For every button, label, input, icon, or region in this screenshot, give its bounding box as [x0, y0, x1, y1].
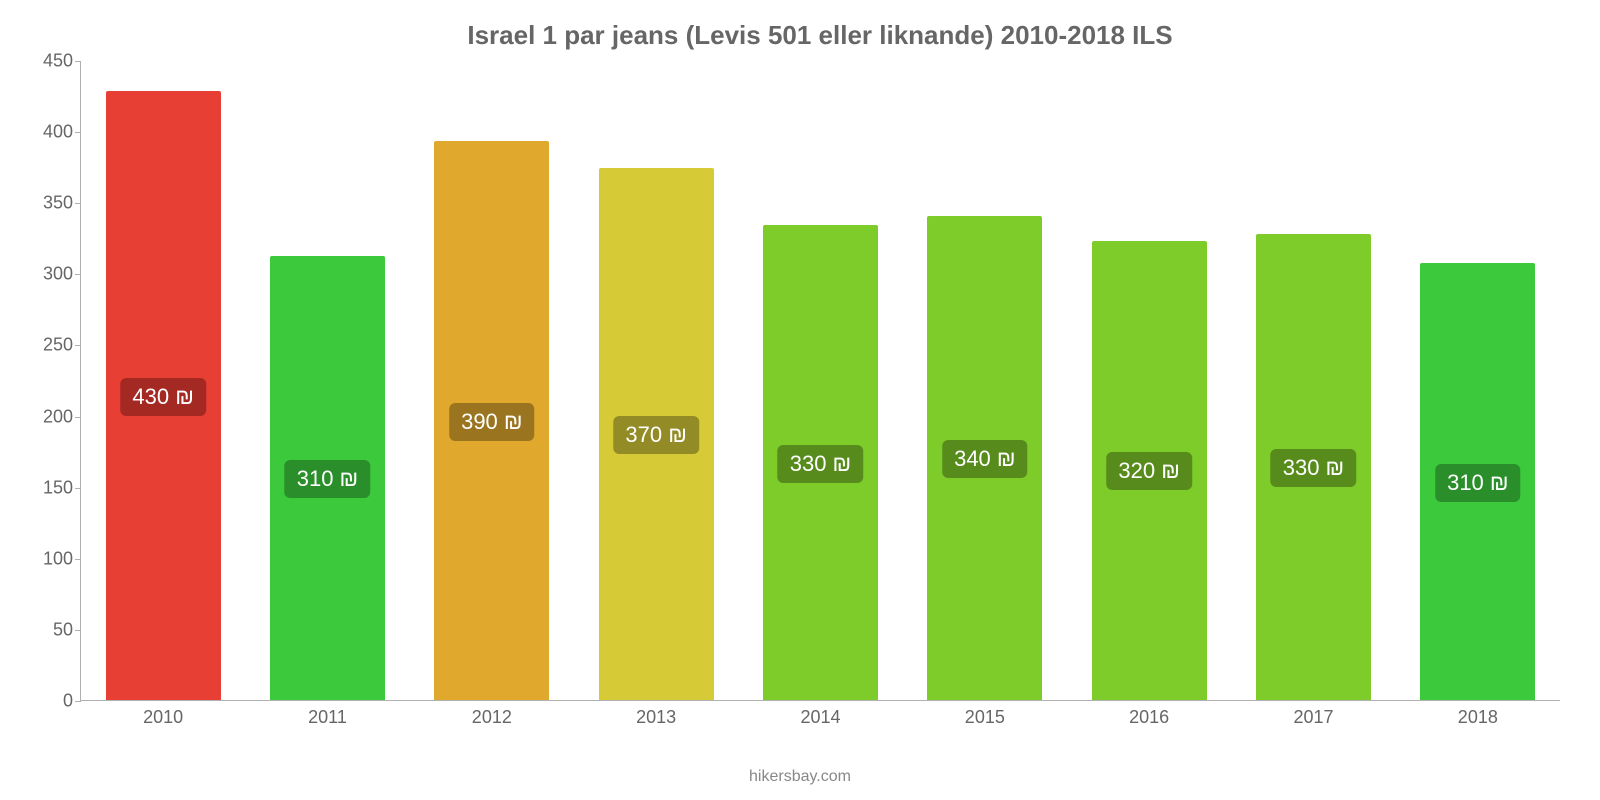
y-axis-tick-mark	[75, 630, 81, 631]
y-axis-tick-mark	[75, 274, 81, 275]
bar: 330 ₪	[1256, 234, 1371, 700]
y-axis-tick-mark	[75, 203, 81, 204]
y-axis-tick-mark	[75, 132, 81, 133]
bar: 370 ₪	[599, 168, 714, 700]
y-axis-tick-label: 150	[31, 477, 73, 498]
x-axis-tick-label: 2017	[1293, 707, 1333, 728]
x-axis-tick-label: 2012	[472, 707, 512, 728]
bar-value-label: 330 ₪	[778, 445, 864, 483]
bar-value-label: 330 ₪	[1271, 449, 1357, 487]
y-axis-tick-label: 300	[31, 264, 73, 285]
y-axis-tick-mark	[75, 559, 81, 560]
y-axis-tick-label: 400	[31, 122, 73, 143]
y-axis-tick-label: 200	[31, 406, 73, 427]
plot-area: 050100150200250300350400450430 ₪2010310 …	[80, 61, 1560, 701]
y-axis-tick-label: 450	[31, 51, 73, 72]
y-axis-tick-label: 350	[31, 193, 73, 214]
chart-container: Israel 1 par jeans (Levis 501 eller likn…	[0, 0, 1600, 800]
bar-value-label: 320 ₪	[1106, 452, 1192, 490]
y-axis-tick-mark	[75, 345, 81, 346]
y-axis-tick-label: 50	[31, 619, 73, 640]
x-axis-tick-label: 2015	[965, 707, 1005, 728]
x-axis-tick-label: 2018	[1458, 707, 1498, 728]
bar: 430 ₪	[106, 91, 221, 700]
bar-value-label: 310 ₪	[285, 460, 371, 498]
bar: 330 ₪	[763, 225, 878, 700]
y-axis-tick-label: 250	[31, 335, 73, 356]
y-axis-tick-mark	[75, 417, 81, 418]
y-axis-tick-mark	[75, 61, 81, 62]
bar: 320 ₪	[1092, 241, 1207, 700]
y-axis-tick-label: 0	[31, 691, 73, 712]
x-axis-tick-label: 2014	[800, 707, 840, 728]
bar: 390 ₪	[434, 141, 549, 700]
attribution-text: hikersbay.com	[0, 768, 1600, 786]
bar-value-label: 370 ₪	[613, 416, 699, 454]
chart-title: Israel 1 par jeans (Levis 501 eller likn…	[80, 20, 1560, 51]
bar-value-label: 310 ₪	[1435, 464, 1521, 502]
bar-value-label: 390 ₪	[449, 403, 535, 441]
y-axis-tick-mark	[75, 488, 81, 489]
y-axis-tick-label: 100	[31, 548, 73, 569]
bar: 340 ₪	[927, 216, 1042, 700]
bar-value-label: 340 ₪	[942, 440, 1028, 478]
bar-value-label: 430 ₪	[120, 378, 206, 416]
x-axis-tick-label: 2013	[636, 707, 676, 728]
x-axis-tick-label: 2016	[1129, 707, 1169, 728]
y-axis-tick-mark	[75, 701, 81, 702]
bar: 310 ₪	[270, 256, 385, 700]
bar: 310 ₪	[1420, 263, 1535, 700]
x-axis-tick-label: 2010	[143, 707, 183, 728]
x-axis-tick-label: 2011	[308, 707, 347, 728]
